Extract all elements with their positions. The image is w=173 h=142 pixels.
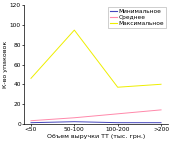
Y-axis label: К-во упаковок: К-во упаковок: [3, 41, 8, 88]
X-axis label: Объем выручки ТТ (тыс. грн.): Объем выручки ТТ (тыс. грн.): [47, 133, 145, 139]
Legend: Минимальное, Среднее, Максимальное: Минимальное, Среднее, Максимальное: [108, 7, 166, 28]
